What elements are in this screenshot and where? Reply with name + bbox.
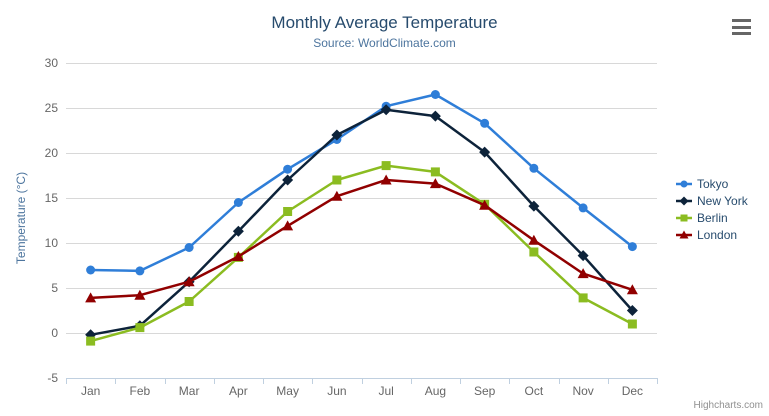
data-point-tokyo[interactable]: [135, 266, 145, 276]
chart-title: Monthly Average Temperature: [271, 13, 498, 32]
credits-link[interactable]: Highcharts.com: [693, 400, 763, 411]
legend-label: London: [697, 227, 738, 242]
data-point-london[interactable]: [380, 174, 392, 185]
data-point-london[interactable]: [577, 268, 589, 279]
data-point-berlin[interactable]: [283, 207, 293, 216]
data-point-tokyo[interactable]: [430, 90, 440, 99]
data-point-berlin[interactable]: [430, 167, 440, 177]
legend-item-tokyo[interactable]: Tokyo: [676, 175, 748, 192]
data-point-london[interactable]: [479, 199, 491, 210]
diamond-marker-icon: [676, 196, 692, 205]
legend-label: New York: [697, 193, 748, 208]
data-point-new-york[interactable]: [232, 225, 244, 237]
x-axis-label: Nov: [572, 384, 593, 398]
data-point-berlin[interactable]: [135, 323, 145, 333]
data-point-berlin[interactable]: [332, 175, 342, 185]
data-point-tokyo[interactable]: [480, 118, 490, 128]
legend-item-new-york[interactable]: New York: [676, 192, 748, 209]
data-point-new-york[interactable]: [626, 305, 638, 316]
data-point-new-york[interactable]: [331, 129, 343, 141]
data-point-london[interactable]: [183, 276, 195, 287]
y-axis-label: 25: [45, 101, 59, 115]
legend-label: Berlin: [697, 210, 728, 225]
chart-subtitle: Source: WorldClimate.com: [313, 36, 456, 50]
y-axis-label: 10: [45, 236, 59, 250]
data-point-london[interactable]: [85, 292, 97, 303]
hamburger-bar: [732, 19, 751, 22]
y-axis-label: 20: [45, 146, 59, 160]
circle-marker-icon: [676, 180, 692, 187]
x-axis-label: Oct: [525, 384, 544, 398]
data-point-tokyo[interactable]: [529, 163, 539, 173]
y-axis-label: 30: [45, 56, 59, 70]
data-point-new-york[interactable]: [429, 110, 441, 122]
legend-label: Tokyo: [697, 176, 729, 191]
hamburger-menu-icon[interactable]: [732, 19, 752, 35]
data-point-new-york[interactable]: [282, 174, 294, 186]
data-point-new-york[interactable]: [380, 104, 392, 116]
x-axis-label: Jun: [327, 384, 346, 398]
x-axis-label: Mar: [179, 384, 200, 398]
data-point-london[interactable]: [429, 178, 441, 189]
data-point-london[interactable]: [282, 220, 294, 231]
x-axis-label: Jul: [378, 384, 393, 398]
data-point-london[interactable]: [626, 284, 638, 295]
series-line-new-york[interactable]: [89, 108, 634, 337]
data-point-berlin[interactable]: [86, 336, 96, 346]
series-line-berlin[interactable]: [89, 164, 634, 343]
data-point-berlin[interactable]: [578, 293, 588, 303]
x-axis-label: Feb: [130, 384, 151, 398]
data-point-tokyo[interactable]: [184, 243, 194, 252]
square-marker-icon: [676, 214, 692, 221]
y-axis-title: Temperature (°C): [14, 171, 28, 265]
data-point-london[interactable]: [232, 251, 244, 261]
triangle-up-marker-icon: [676, 230, 692, 238]
data-point-london[interactable]: [528, 234, 540, 245]
x-axis-label: Aug: [425, 384, 446, 398]
data-point-berlin[interactable]: [529, 247, 539, 257]
data-point-new-york[interactable]: [577, 250, 589, 262]
data-point-london[interactable]: [331, 190, 343, 201]
data-point-london[interactable]: [134, 289, 146, 300]
data-point-new-york[interactable]: [479, 146, 491, 158]
hamburger-bar: [732, 32, 751, 35]
data-point-tokyo[interactable]: [578, 203, 588, 213]
y-axis-label: -5: [47, 371, 58, 385]
x-axis-label: Sep: [474, 384, 496, 398]
x-axis-label: Apr: [229, 384, 248, 398]
data-point-new-york[interactable]: [528, 200, 540, 212]
series-line-tokyo[interactable]: [89, 93, 634, 273]
data-point-tokyo[interactable]: [283, 164, 293, 174]
y-axis-label: 5: [51, 281, 58, 295]
series-line-london[interactable]: [89, 178, 634, 300]
data-point-berlin[interactable]: [381, 161, 391, 171]
x-axis-label: Jan: [81, 384, 100, 398]
legend-item-berlin[interactable]: Berlin: [676, 209, 748, 226]
legend-item-london[interactable]: London: [676, 226, 748, 243]
legend: Tokyo New York Berlin London: [676, 175, 748, 243]
data-point-berlin[interactable]: [184, 297, 194, 306]
data-point-tokyo[interactable]: [86, 265, 96, 275]
y-axis-label: 15: [45, 191, 59, 205]
y-axis-label: 0: [51, 326, 58, 340]
x-axis-label: Dec: [622, 384, 643, 398]
data-point-tokyo[interactable]: [233, 198, 243, 207]
x-axis-label: May: [276, 384, 299, 398]
hamburger-bar: [732, 25, 751, 29]
data-point-tokyo[interactable]: [627, 242, 637, 252]
data-point-berlin[interactable]: [627, 319, 637, 329]
